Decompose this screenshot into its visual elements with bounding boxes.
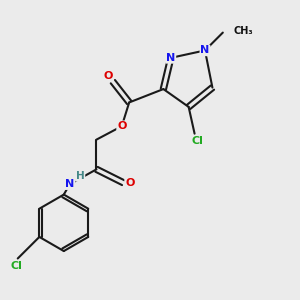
Text: H: H bbox=[76, 171, 85, 181]
Text: N: N bbox=[200, 45, 210, 56]
Text: O: O bbox=[117, 121, 127, 131]
Text: Cl: Cl bbox=[10, 261, 22, 271]
Text: O: O bbox=[125, 178, 134, 188]
Text: Cl: Cl bbox=[192, 136, 203, 146]
Text: N: N bbox=[166, 53, 176, 63]
Text: N: N bbox=[65, 179, 74, 189]
Text: O: O bbox=[104, 71, 113, 81]
Text: CH₃: CH₃ bbox=[233, 26, 253, 36]
